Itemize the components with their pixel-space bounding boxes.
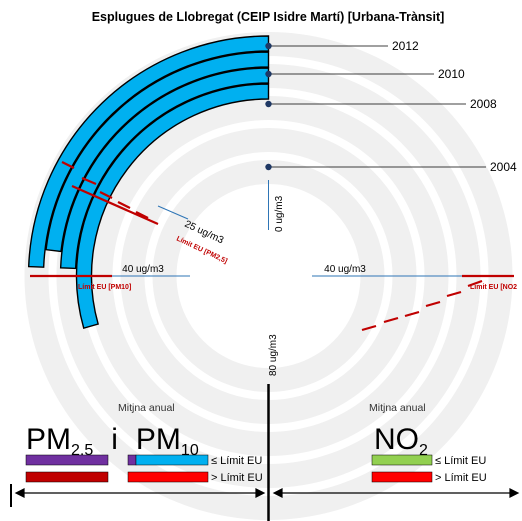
year-label-2010: 2010	[438, 67, 465, 81]
scale-zero-label: 0 ug/m3	[274, 195, 285, 232]
pm25-dash-4	[135, 211, 149, 219]
pm10-arc-2004	[75, 83, 270, 329]
pm10-limit-label: Límit EU [PM10]	[78, 284, 131, 291]
no2-dash-3	[404, 310, 420, 318]
mitjana-left: Mitjna anual	[118, 402, 175, 414]
pm25-main: PM	[26, 423, 71, 456]
no2-above-swatch	[371, 471, 433, 483]
no2-below-swatch	[371, 454, 433, 466]
pm-above-label: > Límit EU	[211, 472, 263, 484]
pm25-dash-2	[99, 191, 113, 199]
scale-no2-label: 40 ug/m3	[324, 264, 366, 275]
legend-pm: Mitjna anual PM2,5 i PM10 ≤ Límit EU > Lím…	[25, 402, 263, 484]
pm25-above-swatch	[25, 471, 109, 483]
no2-dash-0	[467, 279, 483, 288]
no2-dash-2	[425, 300, 441, 308]
year-label-2012: 2012	[392, 39, 419, 53]
pm10-main: PM	[136, 423, 181, 456]
mitjana-right: Mitjna anual	[369, 402, 426, 414]
pm10-below-swatch-purple	[127, 454, 137, 466]
year-label-2004: 2004	[490, 160, 517, 174]
year-label-2008: 2008	[470, 97, 497, 111]
scale-max-label: 80 ug/m3	[268, 334, 279, 376]
left-arrow-head-r	[255, 488, 266, 498]
pm25-limit-dashes	[61, 161, 149, 219]
chart-title: Esplugues de Llobregat (CEIP Isidre Mart…	[92, 10, 445, 24]
pm25-below-swatch	[25, 454, 109, 466]
right-arrow-head-l	[272, 488, 283, 498]
pm-i: i	[111, 423, 118, 456]
pm25-dash-1	[81, 176, 97, 186]
pm25-limit-line	[71, 184, 159, 226]
reference-lines	[112, 180, 462, 277]
eu-limit-lines	[30, 161, 514, 332]
pm-below-label: ≤ Límit EU	[211, 455, 262, 467]
no2-dash-1	[446, 290, 462, 298]
legend-no2: Mitjna anual NO2 ≤ Límit EU > Límit EU	[369, 402, 487, 484]
pm25-ref-line	[157, 205, 189, 220]
left-arrow-head-l	[14, 488, 25, 498]
pm-legend-title: PM2,5 i PM10	[26, 423, 199, 459]
pm10-arc-2010	[45, 51, 270, 253]
year-marker-2012	[265, 42, 272, 50]
pm25-dash-3	[117, 201, 131, 209]
year-marker-2008	[265, 100, 272, 108]
pm25-dash-0	[61, 161, 75, 169]
no2-dash-5	[361, 324, 377, 332]
pm10-above-swatch	[127, 471, 209, 483]
year-marker-2004	[265, 163, 272, 171]
year-marker-2010	[265, 70, 272, 78]
no2-sub: 2	[419, 442, 428, 459]
no2-main: NO	[374, 423, 419, 456]
right-arrow-head-r	[509, 488, 520, 498]
no2-legend-title: NO2	[374, 423, 428, 459]
no2-limit-label: Límit EU [NO2	[470, 284, 517, 291]
no2-above-label: > Límit EU	[435, 472, 487, 484]
scale-pm10-label: 40 ug/m3	[122, 264, 164, 275]
no2-limit-dashes	[361, 279, 483, 332]
pm10-below-swatch	[135, 454, 209, 466]
year-guides: 2012 2010 2008 2004	[265, 39, 517, 174]
no2-dash-4	[383, 316, 399, 324]
no2-below-label: ≤ Límit EU	[435, 455, 486, 467]
bottom-arrows	[10, 484, 520, 507]
